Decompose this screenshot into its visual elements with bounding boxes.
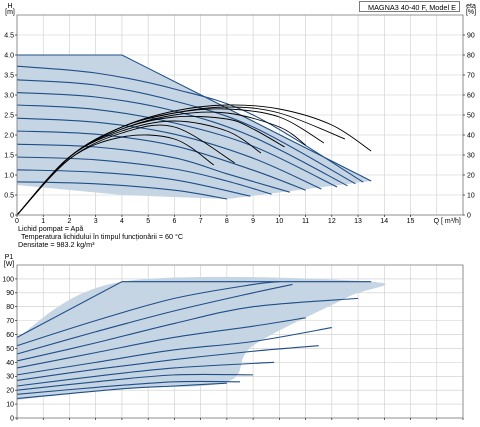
head-xtick-label: 4 xyxy=(120,218,124,225)
head-curve xyxy=(16,169,251,197)
power-curve xyxy=(16,281,280,347)
head-xtick-label: 7 xyxy=(199,218,203,225)
power-ytick-label: 50 xyxy=(6,346,14,353)
power-ytick-label: 30 xyxy=(6,374,14,381)
head-ytick-label: 0 xyxy=(10,212,14,219)
head-xtick-label: 2 xyxy=(68,218,72,225)
head-curve xyxy=(16,104,338,188)
power-ytick-label: 20 xyxy=(6,388,14,395)
head-xtick-label: 1 xyxy=(41,218,45,225)
eta-ytick-label: 40 xyxy=(467,132,475,139)
head-xtick-label: 15 xyxy=(407,218,415,225)
eta-ytick-label: 80 xyxy=(467,52,475,59)
power-curve xyxy=(16,317,306,369)
head-y-axis-unit: [m] xyxy=(5,9,15,16)
head-ytick-label: 2.5 xyxy=(4,112,14,119)
power-y-axis-unit: [W] xyxy=(4,261,15,268)
power-curve xyxy=(16,373,254,391)
head-xtick-label: 0 xyxy=(15,218,19,225)
head-x-axis-label: Q [ m³/h] xyxy=(434,218,461,225)
eta-ytick-label: 70 xyxy=(467,72,475,79)
head-ytick-label: 3.5 xyxy=(4,72,14,79)
head-xtick-label: 14 xyxy=(380,218,388,225)
head-xtick-label: 9 xyxy=(251,218,255,225)
eta-ytick-label: 0 xyxy=(467,212,471,219)
head-curve xyxy=(16,117,322,190)
power-curve xyxy=(16,281,372,338)
head-xtick-label: 5 xyxy=(146,218,150,225)
power-y-axis-name: P1 xyxy=(5,254,14,261)
efficiency-curve xyxy=(16,120,262,216)
head-curve xyxy=(16,143,291,193)
head-xtick-label: 8 xyxy=(225,218,229,225)
power-ytick-label: 60 xyxy=(6,332,14,339)
head-ytick-label: 1.0 xyxy=(4,172,14,179)
head-xtick-label: 12 xyxy=(328,218,336,225)
power-operating-area xyxy=(17,276,386,400)
fluid-liquid-text: Lichid pompat = Apă xyxy=(18,224,84,233)
power-ytick-label: 10 xyxy=(6,401,14,408)
head-xtick-label: 6 xyxy=(172,218,176,225)
head-xtick-label: 11 xyxy=(302,218,309,225)
head-curve xyxy=(16,130,306,191)
power-ytick-label: 0 xyxy=(10,415,14,422)
head-xtick-label: 10 xyxy=(275,218,283,225)
eta-ytick-label: 90 xyxy=(467,32,475,39)
head-xtick-label: 13 xyxy=(354,218,362,225)
power-ytick-label: 100 xyxy=(2,276,14,283)
eta-ytick-label: 50 xyxy=(467,112,475,119)
eta-y-axis-unit: [%] xyxy=(466,9,476,16)
eta-y-axis-name: eta xyxy=(466,3,476,10)
power-plot-frame xyxy=(16,264,464,419)
head-curve xyxy=(16,156,272,195)
head-curve xyxy=(16,65,364,183)
power-curve xyxy=(16,327,332,376)
head-y-axis-name: H xyxy=(7,3,12,10)
head-operating-area xyxy=(17,55,372,199)
eta-ytick-label: 60 xyxy=(467,92,475,99)
power-curve xyxy=(16,380,241,395)
power-ytick-label: 80 xyxy=(6,304,14,311)
head-curve xyxy=(16,181,227,200)
head-ytick-label: 1.5 xyxy=(4,152,14,159)
power-ytick-label: 70 xyxy=(6,318,14,325)
power-curve xyxy=(16,283,293,355)
power-ytick-label: 40 xyxy=(6,360,14,367)
head-xtick-label: 3 xyxy=(94,218,98,225)
power-ytick-label: 90 xyxy=(6,290,14,297)
model-label: MAGNA3 40-40 F, Model E xyxy=(359,1,460,12)
head-ytick-label: 0.5 xyxy=(4,192,14,199)
eta-ytick-label: 20 xyxy=(467,172,475,179)
head-ytick-label: 4.0 xyxy=(4,52,14,59)
power-curve xyxy=(16,361,275,387)
head-curve xyxy=(16,79,356,185)
fluid-density-text: Densitate = 983.2 kg/m³ xyxy=(18,240,95,249)
head-ytick-label: 3.0 xyxy=(4,92,14,99)
head-ytick-label: 4.5 xyxy=(4,32,14,39)
efficiency-curve xyxy=(16,134,215,216)
power-curve xyxy=(16,345,319,381)
head-ytick-label: 2.0 xyxy=(4,132,14,139)
head-curve xyxy=(17,54,372,182)
power-curve xyxy=(16,382,227,400)
eta-ytick-label: 10 xyxy=(467,192,475,199)
fluid-temperature-text: Temperatura lichidului în timpul funcțio… xyxy=(21,232,184,241)
eta-ytick-label: 30 xyxy=(467,152,475,159)
power-curve xyxy=(16,297,359,362)
